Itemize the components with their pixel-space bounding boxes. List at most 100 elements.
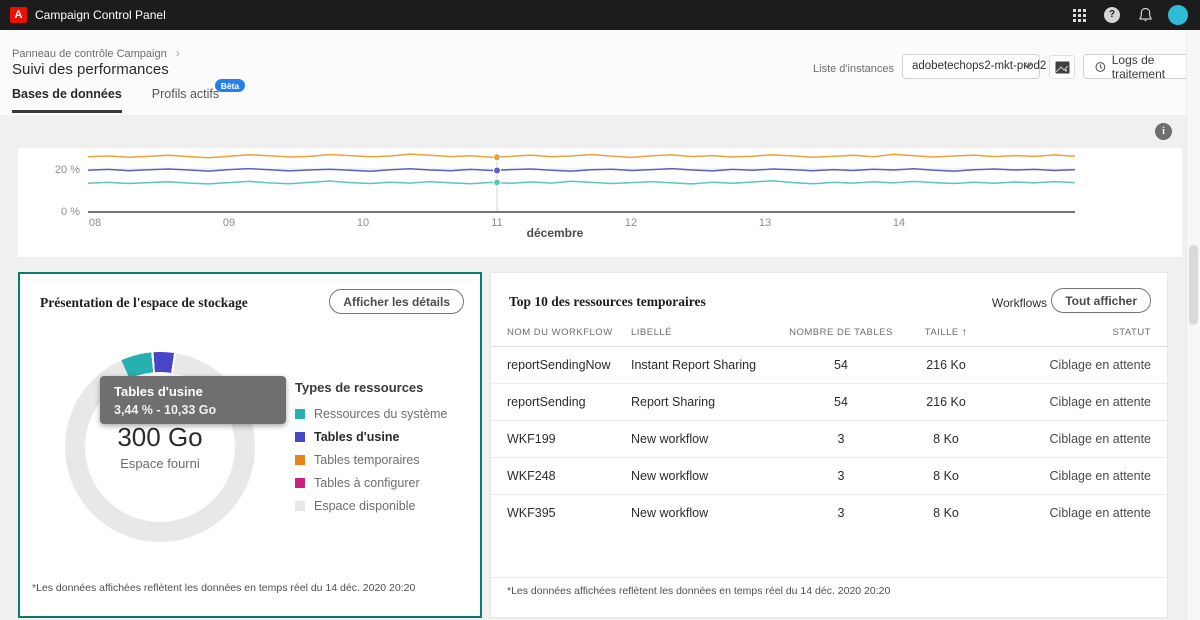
app-title: Campaign Control Panel xyxy=(35,8,166,22)
svg-text:10: 10 xyxy=(357,217,369,229)
svg-text:14: 14 xyxy=(893,217,905,229)
donut-center-value: 300 Go xyxy=(117,422,203,452)
legend-item[interactable]: Ressources du système xyxy=(295,407,473,421)
table-header: NOM DU WORKFLOW LIBELLÉ NOMBRE DE TABLES… xyxy=(491,319,1167,346)
page-scrollbar-thumb[interactable] xyxy=(1189,245,1198,325)
instance-console-icon-button[interactable] xyxy=(1049,55,1075,79)
instance-select[interactable]: adobetechops2-mkt-prod2 xyxy=(902,54,1046,79)
cell-size: 216 Ko xyxy=(926,358,966,372)
console-icon xyxy=(1055,61,1069,73)
chevron-down-icon xyxy=(1023,63,1032,69)
cell-size: 8 Ko xyxy=(933,506,959,520)
legend-swatch-icon xyxy=(295,432,305,442)
svg-text:12: 12 xyxy=(625,217,637,229)
tab-profils-actifs[interactable]: Profils actifs Bêta xyxy=(152,79,246,113)
user-avatar[interactable] xyxy=(1168,5,1188,25)
performance-chart-card[interactable]: 20 % 0 % 08 09 10 11 12 13 14 décembre xyxy=(18,148,1182,257)
table-row: reportSending Report Sharing 54 216 Ko Cibla… xyxy=(491,383,1167,420)
table-row: WKF395 New workflow 3 8 Ko Ciblage en attent… xyxy=(491,494,1167,531)
cell-label: New workflow xyxy=(631,432,709,446)
svg-text:0 %: 0 % xyxy=(61,206,80,218)
breadcrumb[interactable]: Panneau de contrôle Campaign › xyxy=(12,46,180,60)
app-switcher-icon[interactable] xyxy=(1069,5,1089,25)
resource-types-legend: Types de ressources Ressources du systèm… xyxy=(295,380,473,522)
legend-swatch-icon xyxy=(295,478,305,488)
cell-size: 8 Ko xyxy=(933,432,959,446)
cell-status: Ciblage en attente xyxy=(1049,395,1151,409)
temp-resources-footnote: *Les données affichées reflètent les don… xyxy=(507,585,891,597)
cell-status: Ciblage en attente xyxy=(1049,358,1151,372)
sort-ascending-icon: ↑ xyxy=(961,327,968,338)
legend-label: Espace disponible xyxy=(314,499,416,513)
storage-footnote: *Les données affichées reflètent les don… xyxy=(32,582,416,594)
donut-center-label: Espace fourni xyxy=(120,456,200,471)
legend-swatch-icon xyxy=(295,501,305,511)
col-taille-sort[interactable]: TAILLE ↑ xyxy=(924,327,968,338)
legend-label: Tables d'usine xyxy=(314,430,400,444)
col-statut: STATUT xyxy=(1112,327,1151,338)
cell-tables: 3 xyxy=(837,506,845,520)
cell-size: 216 Ko xyxy=(926,395,966,409)
adobe-logo-icon[interactable]: A xyxy=(10,7,27,23)
col-nom-du-workflow: NOM DU WORKFLOW xyxy=(507,327,613,338)
cell-size: 8 Ko xyxy=(933,469,959,483)
cell-tables: 3 xyxy=(837,469,845,483)
legend-item[interactable]: Tables d'usine xyxy=(295,430,473,444)
tab-bar: Bases de données Profils actifs Bêta xyxy=(12,79,246,113)
show-all-button[interactable]: Tout afficher xyxy=(1051,288,1151,313)
temp-resources-title: Top 10 des ressources temporaires xyxy=(509,294,706,309)
legend-swatch-icon xyxy=(295,409,305,419)
cell-name: WKF395 xyxy=(507,506,556,520)
storage-card-title: Présentation de l'espace de stockage xyxy=(40,295,248,310)
cell-label: New workflow xyxy=(631,469,709,483)
col-libelle: LIBELLÉ xyxy=(631,327,672,338)
info-icon[interactable]: i xyxy=(1155,123,1172,140)
help-icon[interactable]: ? xyxy=(1102,5,1122,25)
performance-chart[interactable]: 20 % 0 % 08 09 10 11 12 13 14 décembre xyxy=(18,148,1182,257)
page-scrollbar-track[interactable] xyxy=(1186,30,1200,620)
cell-tables: 54 xyxy=(834,395,848,409)
cell-label: New workflow xyxy=(631,506,709,520)
notifications-bell-icon[interactable] xyxy=(1135,5,1155,25)
table-row: reportSendingNow Instant Report Sharing 54… xyxy=(491,346,1167,383)
legend-title: Types de ressources xyxy=(295,380,424,395)
svg-text:décembre: décembre xyxy=(527,226,584,240)
cell-name: reportSending xyxy=(507,395,586,409)
cell-status: Ciblage en attente xyxy=(1049,432,1151,446)
legend-swatch-icon xyxy=(295,455,305,465)
col-nombre-de-tables: NOMBRE DE TABLES xyxy=(789,327,893,338)
svg-text:13: 13 xyxy=(759,217,771,229)
page-title: Suivi des performances xyxy=(12,61,169,78)
temp-resources-card: Top 10 des ressources temporaires Workfl… xyxy=(490,272,1168,618)
legend-label: Ressources du système xyxy=(314,407,448,421)
cell-name: WKF199 xyxy=(507,432,556,446)
cell-label: Report Sharing xyxy=(631,395,716,409)
donut-tooltip: Tables d'usine 3,44 % - 10,33 Go xyxy=(100,376,286,424)
cell-status: Ciblage en attente xyxy=(1049,506,1151,520)
tab-bases-de-donnees[interactable]: Bases de données xyxy=(12,87,122,113)
svg-text:20 %: 20 % xyxy=(55,164,80,176)
clock-icon xyxy=(1095,61,1106,72)
table-row: WKF199 New workflow 3 8 Ko Ciblage en attent… xyxy=(491,420,1167,457)
storage-overview-card: Présentation de l'espace de stockage Aff… xyxy=(18,272,482,618)
cell-status: Ciblage en attente xyxy=(1049,469,1151,483)
breadcrumb-chevron-icon: › xyxy=(175,46,180,60)
tooltip-value: 3,44 % - 10,33 Go xyxy=(114,403,217,417)
footnote-divider xyxy=(491,577,1167,578)
beta-badge: Bêta xyxy=(214,79,246,92)
logs-button[interactable]: Logs de traitement xyxy=(1083,53,1200,81)
svg-text:08: 08 xyxy=(89,217,101,229)
top-bar: A Campaign Control Panel ? xyxy=(0,0,1200,30)
table-body: reportSendingNow Instant Report Sharing 54… xyxy=(491,346,1167,531)
table-row: WKF248 New workflow 3 8 Ko Ciblage en attent… xyxy=(491,457,1167,494)
legend-label: Tables à configurer xyxy=(314,476,420,490)
show-details-button[interactable]: Afficher les détails xyxy=(329,289,464,314)
cell-tables: 54 xyxy=(834,358,848,372)
legend-item[interactable]: Espace disponible xyxy=(295,499,473,513)
page-header: Panneau de contrôle Campaign › Suivi des… xyxy=(0,30,1200,115)
legend-item[interactable]: Tables temporaires xyxy=(295,453,473,467)
legend-label: Tables temporaires xyxy=(314,453,420,467)
cell-tables: 3 xyxy=(837,432,845,446)
legend-item[interactable]: Tables à configurer xyxy=(295,476,473,490)
cell-name: WKF248 xyxy=(507,469,556,483)
